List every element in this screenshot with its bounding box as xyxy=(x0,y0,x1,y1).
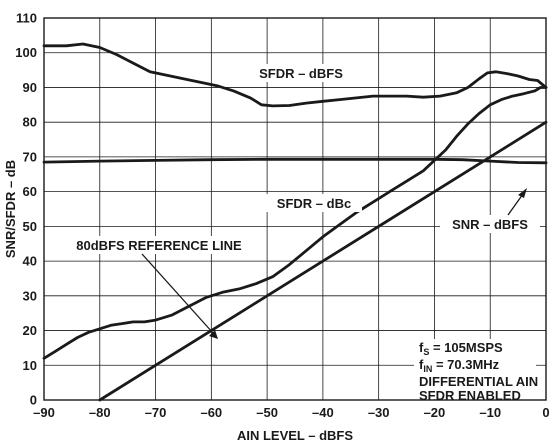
snr-dbfs-label-bg xyxy=(440,215,540,233)
plot-frame xyxy=(43,17,547,401)
y-axis-title: SNR/SFDR – dB xyxy=(3,160,18,258)
series xyxy=(42,42,548,402)
ref-arrow-head xyxy=(209,330,218,339)
x-tick-label: –40 xyxy=(312,405,334,420)
ref-arrow-line xyxy=(141,253,214,334)
snr-dbfs-label: SNR – dBFS xyxy=(452,217,528,232)
x-axis-title: AIN LEVEL – dBFS xyxy=(237,428,353,443)
x-tick-label: –30 xyxy=(368,405,390,420)
input-condition: DIFFERENTIAL AIN xyxy=(419,374,538,389)
x-tick-label: –50 xyxy=(256,405,278,420)
sfdr-dbfs-line xyxy=(42,42,548,108)
fin-symbol: f xyxy=(419,357,424,372)
ref-line-label-bg xyxy=(60,236,258,254)
x-tick-label: 0 xyxy=(542,405,549,420)
fin-subscript: IN xyxy=(423,364,432,374)
y-tick-label: 60 xyxy=(23,184,37,199)
y-tick-label: 80 xyxy=(23,115,37,130)
x-tick-label: –90 xyxy=(33,405,55,420)
reference-line xyxy=(98,120,548,402)
snr-arrow-line xyxy=(507,193,524,216)
y-tick-label: 70 xyxy=(23,149,37,164)
snr-dbfs-line xyxy=(42,157,548,165)
conditions-bg xyxy=(414,339,536,399)
x-tick-label: –60 xyxy=(200,405,222,420)
x-tick-label: –80 xyxy=(89,405,111,420)
y-tick-label: 30 xyxy=(23,288,37,303)
y-tick-label: 50 xyxy=(23,219,37,234)
y-tick-label: 110 xyxy=(16,11,37,26)
sfdr-dbc-line xyxy=(42,86,548,360)
snr-arrow-head xyxy=(518,188,527,198)
y-tick-label: 20 xyxy=(23,323,37,338)
sfdr-condition: SFDR ENABLED xyxy=(419,388,521,403)
tick-labels: –90 –80 –70 –60 –50 –40 –30 –20 –10 0 0 10 20 30 40 50 6… xyxy=(15,11,549,421)
y-tick-label: 100 xyxy=(15,45,37,60)
x-tick-label: –70 xyxy=(145,405,167,420)
fs-condition: fS = 105MSPS xyxy=(419,340,503,357)
y-tick-label: 10 xyxy=(23,358,37,373)
fin-value: = 70.3MHz xyxy=(432,357,499,372)
x-tick-label: –10 xyxy=(479,405,501,420)
fs-value: = 105MSPS xyxy=(429,340,503,355)
fs-subscript: S xyxy=(423,347,429,357)
x-tick-label: –20 xyxy=(424,405,446,420)
y-tick-label: 40 xyxy=(23,254,37,269)
sfdr-dbc-label-bg xyxy=(266,194,362,212)
sfdr-dbfs-label-bg xyxy=(242,64,360,82)
fin-condition: fIN = 70.3MHz xyxy=(419,357,500,374)
y-tick-label: 90 xyxy=(23,80,37,95)
ref-line-label: 80dBFS REFERENCE LINE xyxy=(76,238,242,253)
sfdr-dbc-label: SFDR – dBc xyxy=(277,196,351,211)
y-tick-label: 0 xyxy=(30,393,37,408)
fs-symbol: f xyxy=(419,340,424,355)
sfdr-dbfs-label: SFDR – dBFS xyxy=(259,66,343,81)
